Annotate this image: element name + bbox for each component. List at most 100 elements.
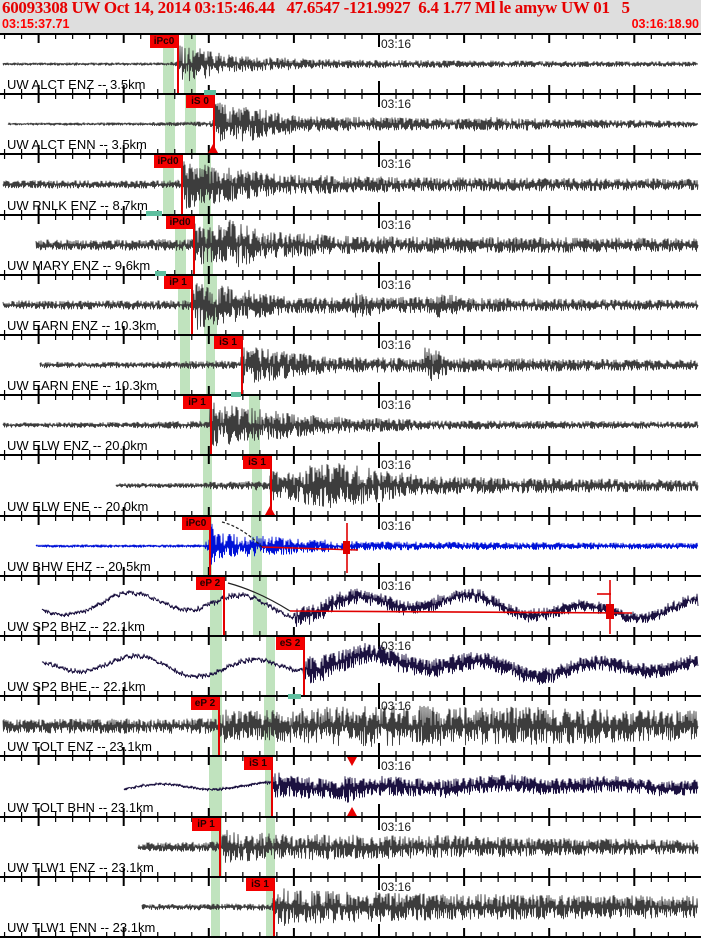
waveform[interactable] [0, 216, 701, 274]
pick-flag[interactable]: iP 1 [183, 396, 211, 409]
pick-flag[interactable]: iS 1 [246, 878, 274, 891]
trace-list: 03:16 iPc0 UW ALCT ENZ -- 3.5km 03:16 iS 0 UW… [0, 33, 701, 938]
minute-time-label: 03:16 [381, 579, 412, 593]
pick-flag[interactable]: iPd0 [154, 155, 182, 168]
coda-handle[interactable] [606, 604, 614, 619]
pick-arrow-icon [347, 757, 357, 766]
pick-line[interactable] [303, 637, 305, 695]
trace-row[interactable]: 03:16 eS 2 UW SP2 BHE -- 22.1km [0, 635, 701, 695]
waveform[interactable] [0, 396, 701, 454]
trace-row[interactable]: 03:16 iPd0 UW MARY ENZ -- 9.6km [0, 214, 701, 274]
trace-row[interactable]: 03:16 iPd0 UW RNLK ENZ -- 8.7km [0, 153, 701, 214]
pick-line[interactable] [271, 757, 273, 816]
pick-line[interactable] [181, 155, 183, 214]
minute-time-label: 03:16 [381, 759, 412, 773]
trace-row[interactable]: 03:16 iS 0 UW ALCT ENN -- 3.5km [0, 93, 701, 153]
trace-row[interactable]: 03:16 iS 1 UW TOLT BHN -- 23.1km [0, 755, 701, 816]
station-label: UW BHW EHZ -- 20.5km [7, 559, 151, 574]
arrival-window-band [253, 577, 267, 635]
minute-time-label: 03:16 [381, 218, 412, 232]
pick-line[interactable] [193, 216, 195, 274]
window-end-time: 03:16:18.90 [631, 17, 699, 31]
coda-level-line[interactable] [289, 610, 633, 614]
minute-time-label: 03:16 [381, 880, 412, 894]
trace-row[interactable]: 03:16 iPc0 UW BHW EHZ -- 20.5km [0, 515, 701, 575]
waveform[interactable] [0, 637, 701, 695]
window-start-time: 03:15:37.71 [2, 17, 70, 31]
pick-flag[interactable]: iS 0 [186, 95, 214, 108]
waveform[interactable] [0, 456, 701, 515]
arrival-window-band [266, 637, 275, 695]
trace-row[interactable]: 03:16 iS 1 UW TLW1 ENN -- 23.1km [0, 876, 701, 936]
trace-row[interactable]: 03:16 iPc0 UW ALCT ENZ -- 3.5km [0, 33, 701, 93]
minute-time-label: 03:16 [381, 37, 412, 51]
station-label: UW SP2 BHE -- 22.1km [7, 679, 146, 694]
arrival-window-band [209, 757, 222, 816]
waveform[interactable] [0, 697, 701, 755]
waveform[interactable] [0, 757, 701, 816]
pick-line[interactable] [273, 878, 275, 936]
station-label: UW ALCT ENN -- 3.5km [7, 137, 147, 152]
coda-level-line[interactable] [261, 546, 359, 551]
pick-line[interactable] [209, 517, 211, 575]
minute-time-label: 03:16 [381, 338, 412, 352]
minute-time-label: 03:16 [381, 820, 412, 834]
window-mark [204, 90, 216, 95]
pick-line[interactable] [218, 697, 220, 755]
pick-flag[interactable]: iPd0 [166, 216, 194, 229]
pick-line[interactable] [213, 95, 215, 153]
coda-handle[interactable] [343, 541, 350, 554]
arrival-window-band [210, 637, 222, 695]
window-mark [288, 694, 301, 699]
pick-line[interactable] [177, 35, 179, 93]
waveform[interactable] [0, 577, 701, 635]
pick-line[interactable] [191, 276, 193, 334]
trace-row[interactable]: 03:16 iP 1 UW EARN ENZ -- 10.3km [0, 274, 701, 334]
station-label: UW SP2 BHZ -- 22.1km [7, 619, 145, 634]
trace-row[interactable]: 03:16 eP 2 UW TOLT ENZ -- 23.1km [0, 695, 701, 755]
pick-flag[interactable]: eP 2 [196, 577, 224, 590]
waveform[interactable] [0, 155, 701, 214]
station-label: UW TOLT BHN -- 23.1km [7, 800, 154, 815]
window-mark [146, 211, 162, 216]
minute-time-label: 03:16 [381, 458, 412, 472]
station-label: UW ALCT ENZ -- 3.5km [7, 77, 146, 92]
pick-flag[interactable]: eP 2 [191, 697, 219, 710]
pick-flag[interactable]: iS 1 [243, 456, 271, 469]
waveform[interactable] [0, 818, 701, 876]
waveform[interactable] [0, 336, 701, 394]
minute-time-label: 03:16 [381, 519, 412, 533]
window-mark [155, 271, 166, 276]
pick-flag[interactable]: eS 2 [276, 637, 304, 650]
station-label: UW EARN ENE -- 10.3km [7, 378, 158, 393]
pick-flag[interactable]: iS 1 [244, 757, 272, 770]
waveform[interactable] [0, 517, 701, 575]
trace-row[interactable]: 03:16 iP 1 UW TLW1 ENZ -- 23.1km [0, 816, 701, 876]
pick-line[interactable] [270, 456, 272, 515]
waveform[interactable] [0, 95, 701, 153]
station-label: UW TLW1 ENZ -- 23.1km [7, 860, 154, 875]
window-mark [231, 392, 241, 397]
station-label: UW ELW ENZ -- 20.0km [7, 438, 148, 453]
minute-time-label: 03:16 [381, 97, 412, 111]
pick-arrow-icon [347, 807, 357, 816]
pick-arrow-icon [265, 506, 275, 515]
trace-row[interactable]: 03:16 iS 1 UW ELW ENE -- 20.0km [0, 454, 701, 515]
waveform[interactable] [0, 878, 701, 936]
pick-line[interactable] [210, 396, 212, 454]
arrival-window-band [265, 757, 273, 816]
pick-flag[interactable]: iP 1 [164, 276, 192, 289]
header-bar: 60093308 UW Oct 14, 2014 03:15:46.44 47.… [0, 0, 701, 33]
pick-flag[interactable]: iPc0 [182, 517, 210, 530]
pick-line[interactable] [219, 818, 221, 876]
pick-flag[interactable]: iS 1 [214, 336, 242, 349]
coda-decay-curve [227, 582, 291, 612]
trace-row[interactable]: 03:16 iP 1 UW ELW ENZ -- 20.0km [0, 394, 701, 454]
pick-flag[interactable]: iP 1 [192, 818, 220, 831]
pick-line[interactable] [223, 577, 225, 635]
trace-row[interactable]: 03:16 eP 2 UW SP2 BHZ -- 22.1km [0, 575, 701, 635]
station-label: UW RNLK ENZ -- 8.7km [7, 198, 148, 213]
pick-line[interactable] [241, 336, 243, 394]
pick-flag[interactable]: iPc0 [150, 35, 178, 48]
trace-row[interactable]: 03:16 iS 1 UW EARN ENE -- 10.3km [0, 334, 701, 394]
